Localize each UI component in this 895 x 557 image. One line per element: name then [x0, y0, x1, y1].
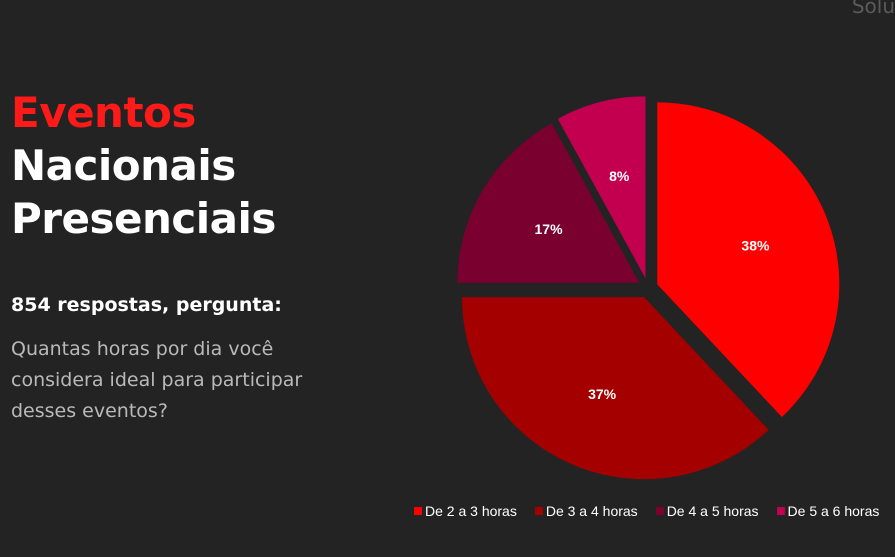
- legend-swatch: [655, 507, 664, 515]
- chart-legend: De 2 a 3 horas De 3 a 4 horas De 4 a 5 hor…: [414, 503, 879, 519]
- legend-item: De 2 a 3 horas: [414, 503, 517, 519]
- slice-label: 8%: [609, 168, 630, 184]
- pie-slice: [557, 96, 646, 279]
- legend-item: De 4 a 5 horas: [655, 503, 759, 519]
- pie-slice: [457, 123, 640, 283]
- slice-label: 37%: [588, 386, 617, 402]
- legend-label: De 2 a 3 horas: [425, 503, 517, 519]
- slice-label: 38%: [741, 237, 770, 253]
- legend-swatch: [776, 507, 785, 515]
- corner-text: Solu: [851, 0, 895, 18]
- pie-slice: [657, 102, 840, 417]
- title-line-3: Presenciais: [11, 194, 276, 243]
- legend-swatch: [414, 507, 422, 515]
- survey-question: Quantas horas por dia você considera ide…: [11, 338, 303, 422]
- slice-label: 17%: [535, 221, 564, 237]
- pie-chart: 38% 37% 17% 8%: [457, 96, 840, 480]
- page-title: Eventos Nacionais Presenciais: [11, 86, 276, 245]
- legend-label: De 5 a 6 horas: [787, 503, 880, 519]
- title-line-2: Nacionais: [11, 141, 236, 190]
- title-line-1: Eventos: [11, 88, 196, 137]
- legend-label: De 3 a 4 horas: [545, 503, 638, 519]
- pie-slice: [462, 297, 769, 480]
- legend-item: De 5 a 6 horas: [776, 503, 880, 519]
- legend-label: De 4 a 5 horas: [666, 503, 759, 519]
- legend-swatch: [534, 507, 543, 515]
- responses-label: 854 respostas, pergunta:: [11, 294, 282, 316]
- legend-item: De 3 a 4 horas: [534, 503, 638, 519]
